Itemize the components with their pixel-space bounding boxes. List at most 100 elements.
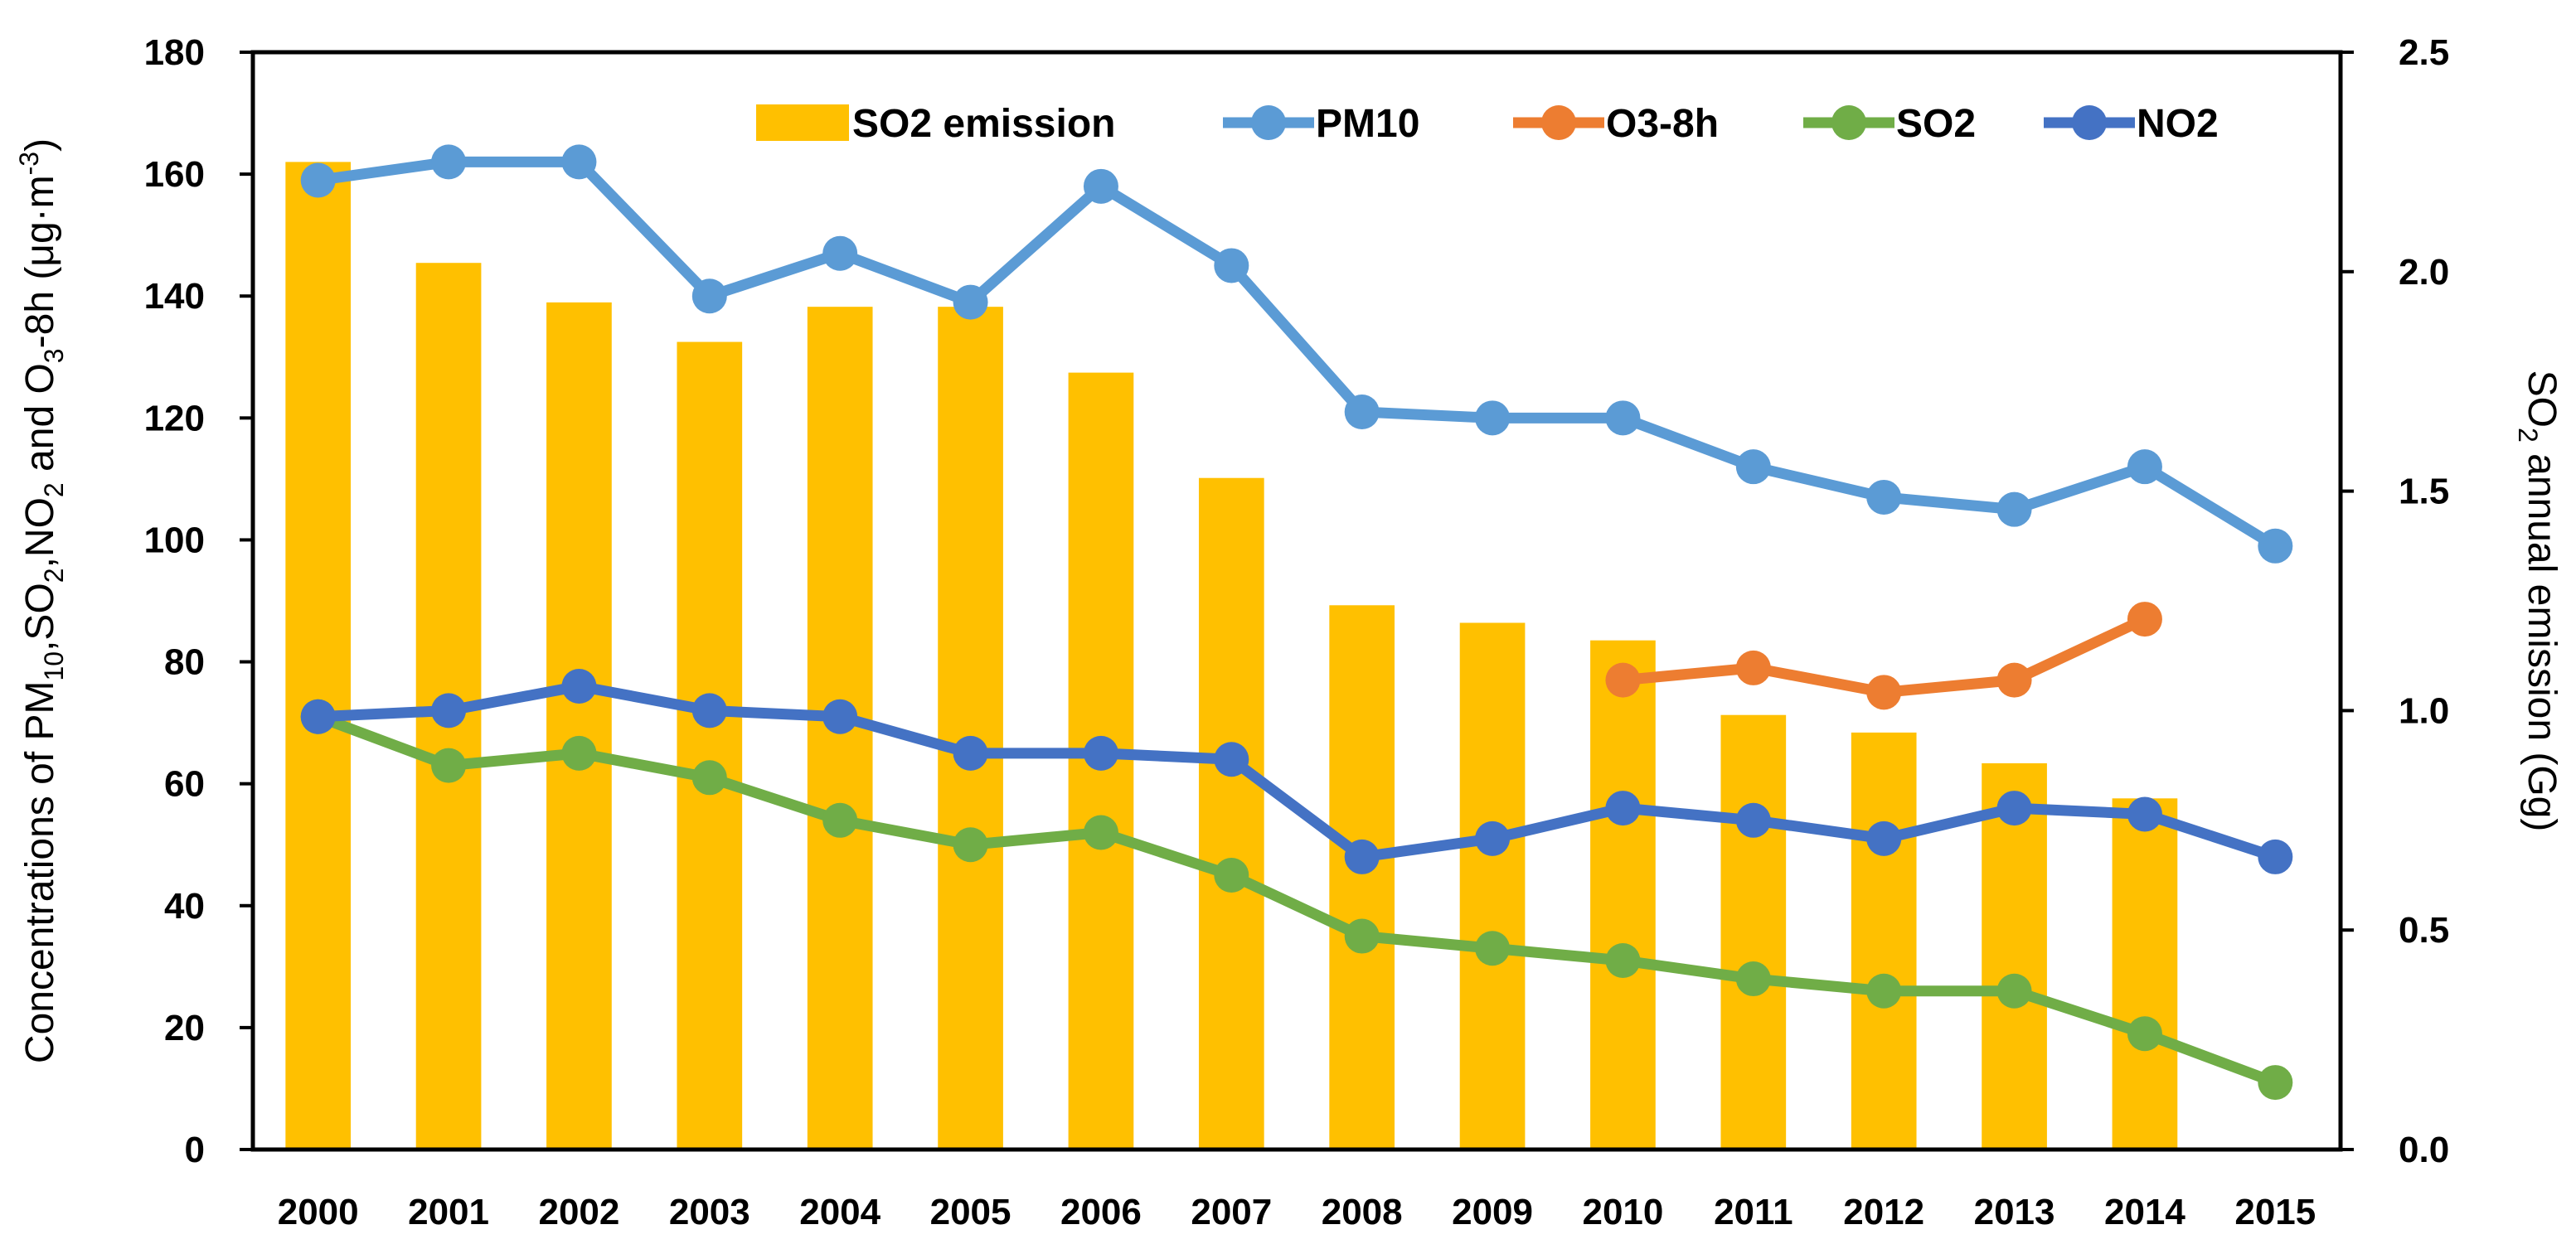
bar-so2-emission-2009 bbox=[1459, 622, 1526, 1150]
point-no2-2002 bbox=[561, 668, 597, 704]
point-no2-2005 bbox=[953, 735, 988, 771]
point-no2-2006 bbox=[1083, 735, 1118, 771]
point-no2-2012 bbox=[1866, 820, 1902, 856]
x-tick-label: 2009 bbox=[1452, 1192, 1533, 1232]
bar-so2-emission-2005 bbox=[938, 307, 1003, 1150]
right-tick-label: 1.5 bbox=[2399, 472, 2449, 512]
point-so2-2001 bbox=[431, 748, 467, 783]
legend-marker bbox=[1831, 105, 1866, 140]
bar-so2-emission-2002 bbox=[546, 302, 612, 1150]
left-tick-label: 60 bbox=[164, 764, 205, 805]
point-so2-2011 bbox=[1735, 961, 1771, 997]
x-axis-ticks: 2000 2001 2002 2003 2004 2005 2006 2007 2008 2009… bbox=[278, 1192, 2316, 1232]
subscript: 2 bbox=[2513, 428, 2543, 443]
legend-swatch bbox=[756, 104, 849, 141]
left-tick-label: 20 bbox=[164, 1008, 205, 1048]
point-so2-2013 bbox=[1996, 973, 2032, 1009]
point-pm10-2005 bbox=[953, 284, 988, 320]
left-tick-label: 120 bbox=[144, 398, 205, 438]
point-no2-2008 bbox=[1344, 839, 1380, 874]
point-so2-2007 bbox=[1214, 858, 1249, 893]
x-tick-label: 2008 bbox=[1322, 1192, 1403, 1232]
point-pm10-2007 bbox=[1214, 248, 1249, 283]
legend-item-so2-emission: SO2 emission bbox=[756, 102, 1115, 146]
point-pm10-2004 bbox=[822, 235, 858, 271]
left-tick-label: 140 bbox=[144, 276, 205, 317]
right-tick-label: 2.0 bbox=[2399, 252, 2449, 293]
point-o3-8h-2012 bbox=[1866, 675, 1902, 710]
point-pm10-2013 bbox=[1996, 491, 2032, 527]
left-tick-label: 80 bbox=[164, 642, 205, 683]
point-pm10-2003 bbox=[691, 278, 727, 314]
right-tick-label: 2.5 bbox=[2399, 32, 2449, 73]
right-tick-label: 0.5 bbox=[2399, 910, 2449, 951]
point-o3-8h-2011 bbox=[1735, 650, 1771, 685]
point-so2-2008 bbox=[1344, 918, 1380, 954]
x-tick-label: 2002 bbox=[538, 1192, 619, 1232]
bar-so2-emission-2014 bbox=[2112, 798, 2178, 1150]
x-tick-label: 2014 bbox=[2104, 1192, 2185, 1232]
legend-marker bbox=[1541, 105, 1576, 140]
point-so2-2014 bbox=[2127, 1016, 2162, 1052]
x-tick-label: 2010 bbox=[1582, 1192, 1663, 1232]
point-no2-2000 bbox=[300, 699, 336, 734]
line-no2 bbox=[313, 680, 2281, 863]
legend-label: PM10 bbox=[1316, 102, 1419, 146]
legend-label: SO2 emission bbox=[852, 102, 1115, 146]
point-so2-2005 bbox=[953, 827, 988, 863]
legend-marker bbox=[2072, 105, 2107, 140]
point-so2-2002 bbox=[561, 735, 597, 771]
point-so2-2009 bbox=[1475, 931, 1511, 966]
legend-label: O3-8h bbox=[1606, 102, 1719, 146]
x-tick-label: 2006 bbox=[1060, 1192, 1142, 1232]
point-pm10-2002 bbox=[561, 144, 597, 180]
bar-so2-emission-2013 bbox=[1982, 762, 2047, 1150]
subscript: 3 bbox=[39, 348, 69, 363]
legend-item-so2: SO2 bbox=[1803, 102, 1976, 146]
subscript: 2 bbox=[39, 568, 69, 583]
series-no2 bbox=[300, 668, 2293, 874]
point-pm10-2009 bbox=[1475, 400, 1511, 436]
legend-marker bbox=[1251, 105, 1286, 140]
x-tick-label: 2000 bbox=[278, 1192, 359, 1232]
point-pm10-2008 bbox=[1344, 394, 1380, 429]
right-axis-ticks: 0.0 0.5 1.0 1.5 2.0 2.5 bbox=[2341, 32, 2449, 1170]
x-tick-label: 2012 bbox=[1843, 1192, 1924, 1232]
point-no2-2010 bbox=[1605, 791, 1641, 826]
point-so2-2004 bbox=[822, 802, 858, 838]
line-so2 bbox=[313, 711, 2281, 1088]
bar-so2-emission-2010 bbox=[1590, 640, 1656, 1150]
point-o3-8h-2010 bbox=[1605, 662, 1641, 698]
point-no2-2007 bbox=[1214, 742, 1249, 777]
bar-so2-emission-2000 bbox=[285, 162, 352, 1150]
right-tick-label: 0.0 bbox=[2399, 1130, 2449, 1170]
point-no2-2013 bbox=[1996, 791, 2032, 826]
legend-item-pm10: PM10 bbox=[1223, 102, 1419, 146]
x-tick-label: 2003 bbox=[669, 1192, 750, 1232]
x-tick-label: 2005 bbox=[930, 1192, 1011, 1232]
left-tick-label: 160 bbox=[144, 154, 205, 195]
bar-so2-emission-2007 bbox=[1198, 477, 1264, 1150]
superscript: -3 bbox=[14, 152, 44, 175]
point-no2-2004 bbox=[822, 699, 858, 734]
x-tick-label: 2001 bbox=[408, 1192, 489, 1232]
point-so2-2010 bbox=[1605, 942, 1641, 978]
left-tick-label: 100 bbox=[144, 520, 205, 560]
subscript: 2 bbox=[39, 482, 69, 497]
right-axis-title: SO2 annual emission (Gg) bbox=[2513, 370, 2564, 832]
x-tick-label: 2011 bbox=[1714, 1192, 1793, 1232]
point-no2-2003 bbox=[691, 693, 727, 728]
series-pm10 bbox=[300, 144, 2293, 564]
point-pm10-2012 bbox=[1866, 479, 1902, 515]
lines-layer bbox=[300, 144, 2293, 1101]
point-o3-8h-2013 bbox=[1996, 662, 2032, 698]
bar-so2-emission-2012 bbox=[1851, 732, 1917, 1150]
point-so2-2015 bbox=[2258, 1065, 2293, 1101]
point-no2-2015 bbox=[2258, 839, 2293, 874]
right-tick-label: 1.0 bbox=[2399, 690, 2449, 731]
left-tick-label: 0 bbox=[185, 1130, 205, 1170]
point-pm10-2001 bbox=[431, 144, 467, 180]
point-pm10-2010 bbox=[1605, 400, 1641, 436]
line-pm10 bbox=[313, 156, 2281, 552]
point-no2-2009 bbox=[1475, 820, 1511, 856]
